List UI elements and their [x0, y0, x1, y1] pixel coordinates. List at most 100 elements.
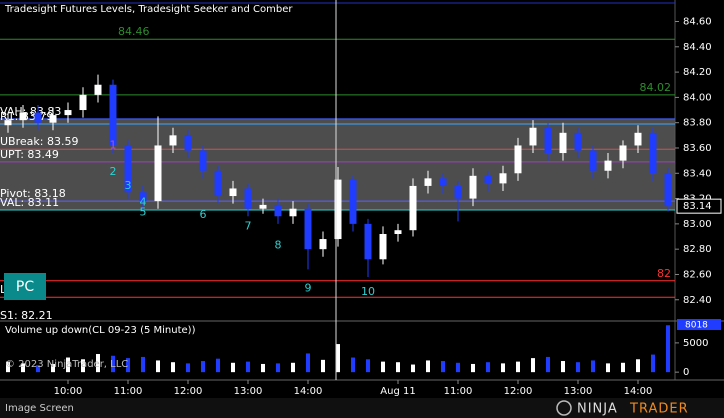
volume-bar — [621, 362, 625, 373]
candle-body — [394, 230, 402, 234]
candle-body — [319, 239, 327, 250]
volume-bar — [96, 354, 100, 373]
y-tick-label: 82.60 — [683, 269, 712, 280]
volume-bar — [111, 355, 115, 373]
candle-body — [514, 145, 522, 174]
candle-body — [604, 160, 612, 171]
wave-label: 8 — [275, 238, 282, 251]
candle-body — [259, 204, 267, 209]
volume-bar — [186, 363, 190, 373]
y-tick-label: 83.00 — [683, 219, 712, 230]
candle-body — [289, 208, 297, 217]
candle-body — [379, 233, 387, 260]
candle-body — [184, 135, 192, 151]
x-tick-label: 13:00 — [234, 386, 263, 397]
pc-button[interactable]: PC — [4, 273, 46, 300]
x-tick-label: 12:00 — [504, 386, 533, 397]
wave-label: 2 — [110, 165, 117, 178]
volume-bar — [471, 363, 475, 373]
pc-button-label[interactable]: PC — [16, 279, 34, 295]
volume-bar — [336, 344, 340, 373]
level-label: UPT: 83.49 — [0, 148, 59, 161]
candle-body — [439, 178, 447, 186]
candle-body — [109, 84, 117, 146]
volume-bar — [156, 360, 160, 373]
candle-body — [64, 110, 72, 116]
candle-body — [244, 188, 252, 209]
candle-body — [469, 175, 477, 199]
candle-body — [334, 179, 342, 240]
y-tick-label: 83.60 — [683, 143, 712, 154]
y-tick-label: 84.20 — [683, 67, 712, 78]
volume-bar — [651, 354, 655, 373]
y-tick-label: 82.40 — [683, 295, 712, 306]
volume-bar — [516, 361, 520, 373]
y-tick-label: 84.00 — [683, 92, 712, 103]
volume-bar — [261, 363, 265, 373]
candle-body — [19, 112, 27, 121]
volume-bar — [201, 361, 205, 373]
level-label: VAL: 83.11 — [0, 196, 59, 209]
y-tick-label: 83.40 — [683, 168, 712, 179]
candle-body — [529, 127, 537, 146]
level-label: 84.46 — [118, 25, 150, 38]
volume-bar — [636, 359, 640, 373]
pc-button-bg[interactable] — [4, 273, 46, 300]
candle-body — [229, 188, 237, 197]
candle-body — [4, 120, 12, 126]
volume-bar — [411, 364, 415, 373]
candle-body — [274, 204, 282, 217]
candle-body — [49, 115, 57, 123]
volume-bar — [306, 353, 310, 373]
footer-left: Image Screen — [5, 403, 74, 414]
chart-title: Tradesight Futures Levels, Tradesight Se… — [4, 4, 293, 15]
candle-body — [139, 192, 147, 202]
x-tick-label: 10:00 — [54, 386, 83, 397]
level-label: S1: 82.21 — [0, 309, 53, 322]
volume-bar — [666, 325, 670, 373]
candle-body — [484, 175, 492, 184]
wave-label: 6 — [200, 208, 207, 221]
candle-body — [454, 185, 462, 199]
x-tick-label: 12:00 — [174, 386, 203, 397]
last-price-label: 83.14 — [683, 201, 712, 212]
candle-body — [544, 127, 552, 154]
candle-body — [499, 173, 507, 184]
volume-bar — [501, 363, 505, 373]
candle-body — [589, 150, 597, 171]
candle-body — [559, 132, 567, 154]
volume-bar — [381, 361, 385, 373]
volume-bar — [291, 362, 295, 373]
copyright: © 2023 NinjaTrader, LLC — [5, 359, 128, 370]
volume-bar — [606, 363, 610, 373]
volume-tick-label: 0 — [683, 367, 689, 378]
level-label: 82 — [657, 267, 671, 280]
wave-label: 5 — [140, 205, 147, 218]
volume-bar — [561, 361, 565, 373]
volume-title: Volume up down(CL 09-23 (5 Minute)) — [5, 325, 196, 336]
volume-tick-label: 5000 — [683, 338, 708, 349]
x-tick-label: 11:00 — [444, 386, 473, 397]
volume-bar — [396, 362, 400, 373]
y-tick-label: 83.80 — [683, 118, 712, 129]
candle-body — [364, 223, 372, 260]
candle-body — [79, 94, 87, 111]
candle-body — [649, 132, 657, 174]
wave-label: 10 — [361, 285, 375, 298]
volume-bar — [36, 365, 40, 373]
wave-label: 1 — [110, 138, 117, 151]
candle-body — [304, 208, 312, 250]
candle-body — [634, 132, 642, 146]
candle-body — [409, 185, 417, 231]
last-volume-tag — [677, 319, 721, 330]
volume-bar — [21, 363, 25, 373]
logo-icon — [556, 400, 572, 416]
y-tick-label: 82.80 — [683, 244, 712, 255]
logo-ninja: NINJA — [577, 402, 618, 417]
last-price-tag — [676, 198, 722, 214]
volume-bar — [546, 356, 550, 373]
volume-bar — [486, 362, 490, 373]
candle-body — [424, 178, 432, 186]
volume-bar — [66, 357, 70, 373]
